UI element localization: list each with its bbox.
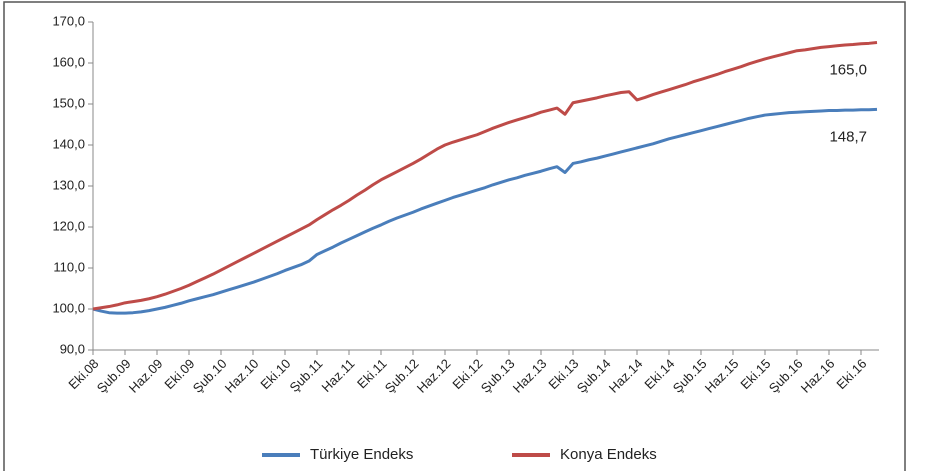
y-tick-label: 160,0 bbox=[52, 54, 85, 69]
y-tick-label: 130,0 bbox=[52, 177, 85, 192]
x-tick-label: Haz.16 bbox=[798, 356, 838, 396]
series-line bbox=[92, 107, 878, 315]
y-tick-label: 150,0 bbox=[52, 95, 85, 110]
x-tick-label: Şub.10 bbox=[190, 356, 230, 396]
x-tick-label: Haz.11 bbox=[318, 356, 357, 395]
x-tick-label: Haz.13 bbox=[510, 356, 550, 396]
legend-label: Konya Endeks bbox=[560, 446, 657, 463]
x-tick-label: Haz.12 bbox=[414, 356, 454, 396]
frame bbox=[3, 1, 906, 471]
x-tick-label: Şub.11 bbox=[286, 356, 325, 395]
x-tick-label: Haz.10 bbox=[222, 356, 262, 396]
x-tick-label: Şub.13 bbox=[478, 356, 518, 396]
x-tick-label: Eki.16 bbox=[833, 356, 869, 392]
data-label: 148,7 bbox=[829, 128, 867, 145]
series-line bbox=[92, 41, 878, 311]
data-label: 165,0 bbox=[829, 61, 867, 78]
x-tick-label: Haz.14 bbox=[606, 356, 646, 396]
x-tick-label: Şub.15 bbox=[670, 356, 710, 396]
x-tick-label: Şub.16 bbox=[766, 356, 806, 396]
x-tick-label: Haz.15 bbox=[702, 356, 742, 396]
y-tick-label: 120,0 bbox=[52, 218, 85, 233]
y-tick-label: 170,0 bbox=[52, 13, 85, 28]
x-tick-label: Şub.09 bbox=[94, 356, 134, 396]
y-tick-label: 140,0 bbox=[52, 136, 85, 151]
y-tick-label: 100,0 bbox=[52, 300, 85, 315]
legend-label: Türkiye Endeks bbox=[310, 446, 413, 463]
y-tick-label: 90,0 bbox=[60, 341, 85, 356]
y-tick-label: 110,0 bbox=[53, 259, 85, 274]
x-tick-label: Şub.14 bbox=[574, 356, 614, 396]
x-tick-label: Şub.12 bbox=[382, 356, 422, 396]
x-tick-label: Haz.09 bbox=[126, 356, 166, 396]
